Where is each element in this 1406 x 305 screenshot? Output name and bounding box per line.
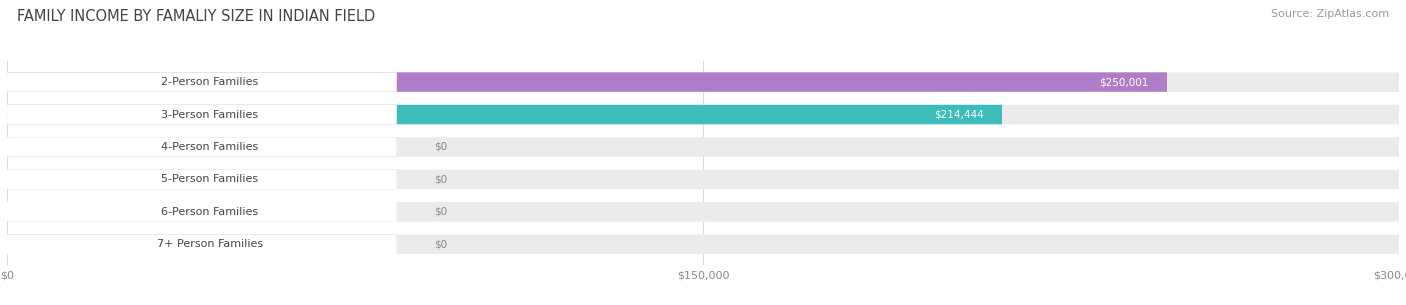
FancyBboxPatch shape — [7, 137, 1399, 157]
Text: 3-Person Families: 3-Person Families — [162, 109, 259, 120]
FancyBboxPatch shape — [7, 202, 396, 221]
Text: $214,444: $214,444 — [934, 109, 983, 120]
Text: $0: $0 — [434, 174, 447, 185]
FancyBboxPatch shape — [7, 235, 396, 254]
FancyBboxPatch shape — [7, 235, 1399, 254]
FancyBboxPatch shape — [7, 72, 1399, 92]
Text: Source: ZipAtlas.com: Source: ZipAtlas.com — [1271, 9, 1389, 19]
FancyBboxPatch shape — [7, 105, 1002, 124]
Text: 4-Person Families: 4-Person Families — [162, 142, 259, 152]
Text: 2-Person Families: 2-Person Families — [162, 77, 259, 87]
Text: 5-Person Families: 5-Person Families — [162, 174, 259, 185]
FancyBboxPatch shape — [7, 137, 396, 157]
FancyBboxPatch shape — [7, 170, 396, 189]
FancyBboxPatch shape — [7, 137, 396, 157]
FancyBboxPatch shape — [7, 72, 396, 92]
FancyBboxPatch shape — [7, 105, 1399, 124]
Text: 6-Person Families: 6-Person Families — [162, 207, 259, 217]
Text: FAMILY INCOME BY FAMALIY SIZE IN INDIAN FIELD: FAMILY INCOME BY FAMALIY SIZE IN INDIAN … — [17, 9, 375, 24]
Text: 7+ Person Families: 7+ Person Families — [156, 239, 263, 249]
FancyBboxPatch shape — [7, 235, 396, 254]
Text: $0: $0 — [434, 239, 447, 249]
FancyBboxPatch shape — [7, 105, 396, 124]
Text: $0: $0 — [434, 207, 447, 217]
FancyBboxPatch shape — [7, 202, 396, 221]
FancyBboxPatch shape — [7, 72, 1167, 92]
Text: $250,001: $250,001 — [1099, 77, 1149, 87]
FancyBboxPatch shape — [7, 202, 1399, 221]
FancyBboxPatch shape — [7, 170, 396, 189]
FancyBboxPatch shape — [7, 170, 1399, 189]
Text: $0: $0 — [434, 142, 447, 152]
